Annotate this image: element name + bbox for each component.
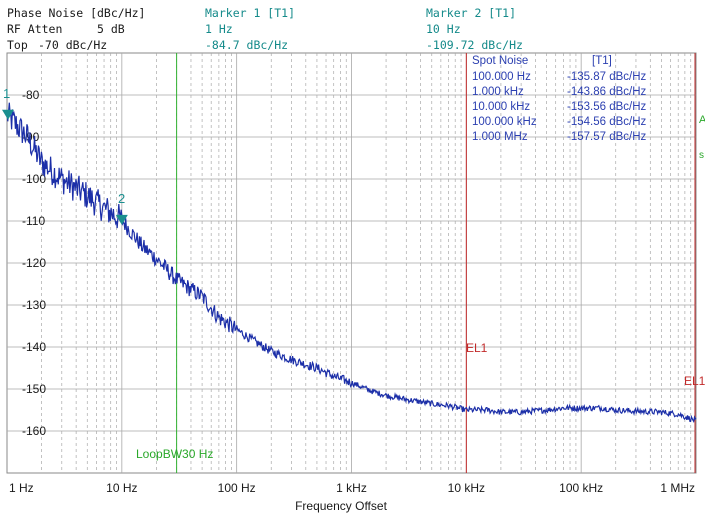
y-tick-label: -80 xyxy=(22,88,40,102)
phase-noise-trace xyxy=(6,102,697,424)
el1-label: EL1 xyxy=(466,341,488,355)
spot-noise-table: Spot Noise [T1] 100.000 Hz -135.87 dBc/H… xyxy=(472,55,647,143)
marker-triangle xyxy=(115,214,128,225)
top-value: -70 dBc/Hz xyxy=(38,38,108,52)
marker2-value: -109.72 dBc/Hz xyxy=(426,38,523,52)
vertical-lines xyxy=(176,53,696,473)
spot-row-value: -153.56 dBc/Hz xyxy=(567,101,647,113)
spot-row-value: -135.87 dBc/Hz xyxy=(567,71,647,83)
marker2-freq: 10 Hz xyxy=(426,22,461,36)
marker1-freq: 1 Hz xyxy=(205,22,233,36)
marker1-title: Marker 1 [T1] xyxy=(205,6,296,20)
edge-label: A xyxy=(699,114,705,126)
marker1-label: 1 xyxy=(3,86,10,101)
spot-row-offset: 1.000 kHz xyxy=(472,86,524,98)
spot-row-offset: 100.000 kHz xyxy=(472,116,537,128)
rf-atten-value: 5 dB xyxy=(97,22,125,36)
x-tick-label: 100 Hz xyxy=(218,481,256,495)
marker1-value: -84.7 dBc/Hz xyxy=(205,38,289,52)
spot-noise-title: Spot Noise xyxy=(472,55,528,67)
spot-row-offset: 100.000 Hz xyxy=(472,71,531,83)
x-tick-label: 1 kHz xyxy=(336,481,367,495)
x-tick-labels: 1 Hz 10 Hz 100 Hz 1 kHz 10 kHz 100 kHz 1 MHz xyxy=(9,481,695,495)
x-tick-label: 1 Hz xyxy=(9,481,34,495)
markers: 1 2 xyxy=(2,86,128,225)
y-tick-label: -160 xyxy=(22,424,46,438)
x-tick-label: 10 Hz xyxy=(106,481,137,495)
x-axis-label: Frequency Offset xyxy=(295,499,387,513)
y-tick-label: -140 xyxy=(22,340,46,354)
spot-noise-trace: [T1] xyxy=(592,55,612,67)
loop-bw-label: LoopBW30 Hz xyxy=(136,447,213,461)
rf-atten-label: RF Atten xyxy=(7,22,63,36)
spot-row-value: -157.57 dBc/Hz xyxy=(567,131,647,143)
measurement-label: Phase Noise [dBc/Hz] xyxy=(7,6,146,20)
y-tick-label: -130 xyxy=(22,298,46,312)
spot-row-offset: 1.000 MHz xyxy=(472,131,528,143)
marker2-title: Marker 2 [T1] xyxy=(426,6,517,20)
x-tick-label: 1 MHz xyxy=(660,481,695,495)
spot-row-value: -143.86 dBc/Hz xyxy=(567,86,647,98)
x-tick-label: 100 kHz xyxy=(559,481,603,495)
el1-label: EL1 xyxy=(684,374,705,388)
y-tick-label: -150 xyxy=(22,382,46,396)
top-label: Top xyxy=(7,38,28,52)
marker-triangle xyxy=(2,109,14,120)
spot-row-offset: 10.000 kHz xyxy=(472,101,530,113)
edge-label: s xyxy=(699,150,704,161)
y-tick-label: -120 xyxy=(22,256,46,270)
y-tick-label: -100 xyxy=(22,172,46,186)
x-tick-label: 10 kHz xyxy=(448,481,485,495)
spot-row-value: -154.56 dBc/Hz xyxy=(567,116,647,128)
marker2-label: 2 xyxy=(118,191,125,206)
y-tick-label: -110 xyxy=(22,214,45,228)
